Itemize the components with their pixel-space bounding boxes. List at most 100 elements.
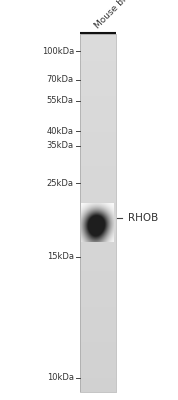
- Bar: [80, 280, 116, 281]
- Bar: [80, 233, 116, 234]
- Bar: [80, 34, 116, 35]
- Bar: [80, 225, 116, 226]
- Bar: [80, 307, 116, 308]
- Bar: [80, 79, 116, 80]
- Bar: [80, 59, 116, 60]
- Bar: [80, 125, 116, 126]
- Bar: [80, 187, 116, 188]
- Bar: [80, 310, 116, 311]
- Bar: [80, 163, 116, 164]
- Bar: [80, 182, 116, 183]
- Bar: [80, 301, 116, 302]
- Bar: [80, 306, 116, 307]
- Bar: [80, 53, 116, 54]
- Bar: [80, 177, 116, 178]
- Bar: [80, 183, 116, 184]
- Bar: [80, 340, 116, 341]
- Bar: [80, 45, 116, 46]
- Bar: [80, 107, 116, 108]
- Bar: [80, 215, 116, 216]
- Bar: [80, 142, 116, 144]
- Bar: [80, 164, 116, 165]
- Bar: [80, 144, 116, 145]
- Bar: [80, 244, 116, 245]
- Bar: [80, 311, 116, 312]
- Bar: [80, 124, 116, 125]
- Bar: [80, 189, 116, 190]
- Bar: [80, 84, 116, 85]
- Bar: [80, 263, 116, 264]
- Bar: [80, 278, 116, 279]
- Bar: [80, 347, 116, 348]
- Bar: [80, 295, 116, 296]
- Bar: [80, 314, 116, 316]
- Bar: [80, 154, 116, 156]
- Bar: [80, 336, 116, 337]
- Bar: [80, 119, 116, 120]
- Bar: [80, 172, 116, 174]
- Bar: [80, 152, 116, 153]
- Bar: [80, 239, 116, 240]
- Text: 10kDa: 10kDa: [47, 374, 74, 382]
- Bar: [80, 48, 116, 50]
- Bar: [80, 39, 116, 40]
- Bar: [80, 127, 116, 128]
- Bar: [80, 246, 116, 248]
- Bar: [80, 296, 116, 298]
- Bar: [80, 255, 116, 256]
- Bar: [80, 186, 116, 187]
- Bar: [80, 254, 116, 255]
- Bar: [80, 270, 116, 272]
- Bar: [80, 206, 116, 207]
- Bar: [80, 89, 116, 90]
- Bar: [80, 141, 116, 142]
- Bar: [80, 312, 116, 313]
- Bar: [80, 171, 116, 172]
- Bar: [80, 328, 116, 329]
- Bar: [80, 346, 116, 347]
- Bar: [80, 47, 116, 48]
- Bar: [80, 68, 116, 69]
- Bar: [80, 130, 116, 131]
- Bar: [80, 342, 116, 343]
- Bar: [80, 128, 116, 130]
- Bar: [80, 356, 116, 357]
- Bar: [80, 382, 116, 384]
- Bar: [80, 196, 116, 198]
- Bar: [80, 352, 116, 353]
- Bar: [80, 180, 116, 181]
- Bar: [80, 231, 116, 232]
- Bar: [80, 57, 116, 58]
- Bar: [80, 121, 116, 122]
- Bar: [80, 292, 116, 293]
- Bar: [80, 272, 116, 273]
- Bar: [80, 60, 116, 62]
- Bar: [80, 348, 116, 349]
- Bar: [80, 388, 116, 390]
- Bar: [80, 139, 116, 140]
- Bar: [80, 116, 116, 118]
- Bar: [80, 100, 116, 101]
- Bar: [80, 40, 116, 41]
- Bar: [80, 238, 116, 239]
- Bar: [80, 249, 116, 250]
- Bar: [80, 160, 116, 162]
- Bar: [80, 176, 116, 177]
- Bar: [80, 221, 116, 222]
- Bar: [80, 157, 116, 158]
- Bar: [80, 358, 116, 360]
- Bar: [80, 273, 116, 274]
- Bar: [80, 337, 116, 338]
- Bar: [80, 214, 116, 215]
- Bar: [80, 294, 116, 295]
- Bar: [80, 113, 116, 114]
- Bar: [80, 82, 116, 83]
- Bar: [80, 104, 116, 106]
- Bar: [80, 193, 116, 194]
- Bar: [80, 58, 116, 59]
- Bar: [80, 66, 116, 68]
- Bar: [80, 260, 116, 261]
- Bar: [80, 42, 116, 44]
- Bar: [80, 212, 116, 213]
- Bar: [80, 64, 116, 65]
